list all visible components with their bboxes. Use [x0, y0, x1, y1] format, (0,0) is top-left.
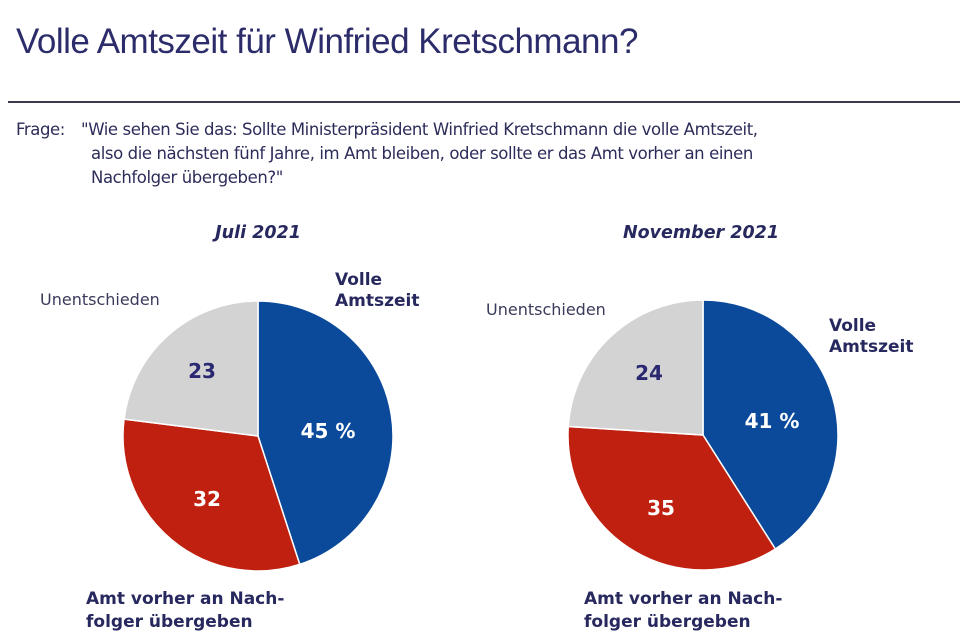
- pie-chart-november-2021: November 2021 Volle Amtszeit Unentschied…: [486, 223, 914, 632]
- question-line-1: "Wie sehen Sie das: Sollte Ministerpräsi…: [81, 120, 758, 139]
- slice-value-unentschieden: 23: [188, 359, 216, 383]
- pie-chart-juli-2021: Juli 2021 Volle Amtszeit Unentschieden A…: [40, 223, 420, 632]
- slice-label-nachfolger-line-1: Amt vorher an Nach-: [86, 589, 284, 609]
- slice-label-volle-amtszeit-line-1: Volle: [335, 270, 382, 290]
- question-line-3: Nachfolger übergeben?": [91, 168, 283, 187]
- slice-label-volle-amtszeit-line-1: Volle: [829, 316, 876, 336]
- pie-slice-nachfolger: [122, 418, 301, 572]
- pie-slice-volle-amtszeit: [702, 299, 839, 551]
- slice-label-unentschieden: Unentschieden: [40, 290, 160, 309]
- slice-label-unentschieden: Unentschieden: [486, 300, 606, 319]
- question-prefix: Frage:: [16, 120, 65, 139]
- slice-label-nachfolger-line-1: Amt vorher an Nach-: [584, 589, 782, 609]
- pie-title: November 2021: [623, 223, 779, 243]
- slice-label-volle-amtszeit-line-2: Amtszeit: [829, 337, 914, 357]
- slice-value-volle-amtszeit: 41 %: [745, 409, 800, 433]
- question-line-2: also die nächsten fünf Jahre, im Amt ble…: [91, 144, 753, 163]
- slice-value-unentschieden: 24: [635, 361, 663, 385]
- slice-label-nachfolger-line-2: folger übergeben: [86, 612, 253, 632]
- slice-value-nachfolger: 32: [193, 487, 221, 511]
- slice-label-nachfolger-line-2: folger übergeben: [584, 612, 751, 632]
- chart-title: Volle Amtszeit für Winfried Kretschmann?: [16, 22, 638, 61]
- pie-slice-unentschieden: [123, 300, 259, 437]
- slice-label-volle-amtszeit-line-2: Amtszeit: [335, 291, 420, 311]
- slice-value-volle-amtszeit: 45 %: [301, 419, 356, 443]
- title-divider: [8, 101, 960, 103]
- pie-slice-nachfolger: [567, 425, 777, 571]
- pie-title: Juli 2021: [212, 223, 301, 243]
- pie-slice-unentschieden: [567, 299, 704, 436]
- slice-value-nachfolger: 35: [647, 496, 675, 520]
- pie-slice-volle-amtszeit: [257, 300, 394, 566]
